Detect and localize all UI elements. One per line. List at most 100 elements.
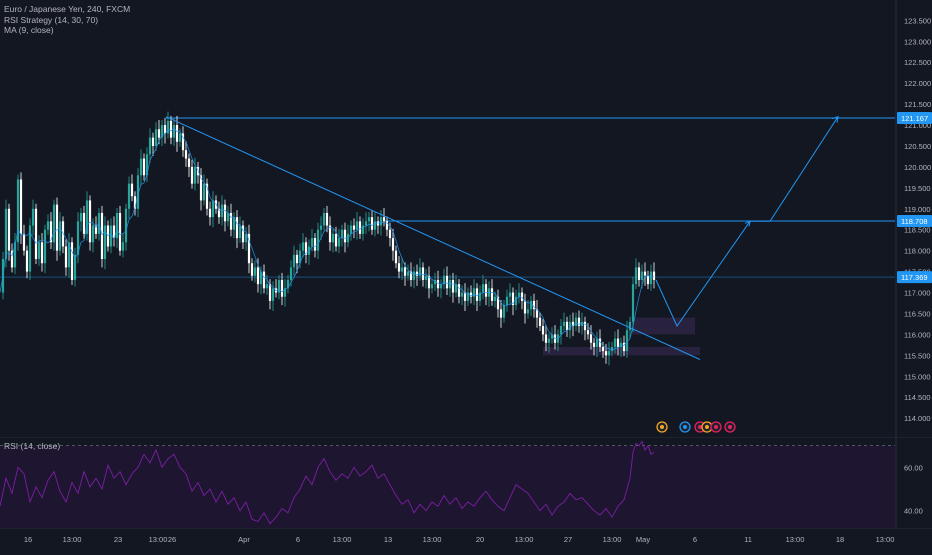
price-tick-label: 120.500 — [904, 142, 931, 151]
rsi-chart-canvas[interactable]: 60.00 40.00 — [0, 436, 932, 533]
candle-body — [589, 334, 593, 343]
candle-body — [238, 225, 242, 239]
price-chart-canvas[interactable]: 123.500 123.000 122.500 122.000 121.500 121.0… — [0, 0, 932, 437]
candle-body — [232, 217, 236, 230]
candle-body — [223, 204, 227, 222]
candle-body — [328, 225, 332, 243]
candle-body — [46, 221, 50, 230]
price-chart[interactable]: 123.500 123.000 122.500 122.000 121.500 121.0… — [0, 0, 932, 437]
candle-body — [286, 279, 290, 289]
candle-body — [262, 271, 266, 289]
candle-body — [430, 284, 434, 289]
candle-body — [121, 242, 125, 251]
candle-body — [307, 246, 311, 255]
candle-body — [175, 125, 179, 142]
price-label-tag — [897, 215, 932, 228]
candle-body — [103, 225, 107, 260]
candle-body — [259, 271, 263, 285]
time-axis-canvas[interactable]: 16 13:00 23 13:00 26 Apr 6 13:00 13 13:00 20 13:00 2… — [0, 527, 932, 550]
candle-body — [250, 263, 254, 276]
candle-body — [628, 321, 632, 331]
candle-body — [229, 212, 233, 230]
time-tick-label: 13:00 — [786, 535, 805, 544]
symbol-title: Euro / Japanese Yen, 240, FXCM — [4, 4, 131, 14]
time-tick-label: 13:00 — [515, 535, 534, 544]
price-label-text: 121.167 — [901, 114, 928, 123]
candle-body — [88, 200, 92, 243]
price-tick-label: 121.500 — [904, 100, 931, 109]
projection-arrowhead — [831, 115, 839, 123]
candle-body — [55, 204, 59, 251]
candle-body — [292, 254, 296, 268]
candle-body — [406, 271, 410, 276]
candle-body — [325, 212, 329, 226]
candle-body — [499, 309, 503, 318]
candle-body — [514, 296, 518, 306]
candle-body — [625, 330, 629, 352]
candle-body — [598, 338, 602, 347]
time-tick-label: 13:00 — [603, 535, 622, 544]
candle-body — [571, 321, 575, 327]
candle-body — [610, 346, 614, 352]
main-background — [0, 0, 932, 437]
candle-body — [25, 250, 29, 272]
candle-body — [319, 225, 323, 230]
rsi-band — [0, 445, 895, 533]
demand-zone — [543, 346, 700, 356]
rsi-pane[interactable]: 60.00 40.00 — [0, 436, 932, 533]
price-tick-label: 114.500 — [904, 393, 931, 402]
candle-body — [4, 208, 8, 260]
time-tick-label: 13:00 — [333, 535, 352, 544]
candle-body — [211, 200, 215, 218]
candle-body — [37, 242, 41, 260]
candle-body — [478, 292, 482, 301]
candle-body — [43, 229, 47, 264]
ma-label: MA (9, close) — [4, 25, 54, 35]
time-axis[interactable]: 16 13:00 23 13:00 26 Apr 6 13:00 13 13:00 20 13:00 2… — [0, 527, 932, 550]
rsi-tick-label: 60.00 — [904, 463, 923, 472]
event-icon-dot — [660, 425, 664, 429]
candle-body — [334, 233, 338, 247]
candle-body — [427, 275, 431, 289]
projection-arrowhead — [744, 220, 751, 227]
candle-body — [496, 296, 500, 310]
candle-body — [49, 221, 53, 243]
candle-body — [10, 250, 14, 268]
candle-body — [418, 267, 422, 276]
candle-body — [205, 183, 209, 209]
candle-body — [595, 338, 599, 347]
candle-body — [526, 309, 530, 314]
time-tick-label: Apr — [238, 535, 250, 544]
event-icon-dot — [698, 425, 702, 429]
candle-body — [385, 221, 389, 230]
candle-body — [631, 284, 635, 322]
candle-body — [400, 267, 404, 272]
candle-body — [337, 238, 341, 247]
candle-body — [244, 233, 248, 243]
event-icon-dot — [728, 425, 732, 429]
candle-body — [502, 305, 506, 318]
candle-body — [100, 212, 104, 260]
candle-body — [208, 208, 212, 218]
candle-body — [40, 242, 44, 264]
candle-body — [172, 125, 176, 138]
candle-body — [469, 292, 473, 297]
candle-body — [289, 267, 293, 280]
candle-body — [91, 225, 95, 243]
candle-body — [226, 212, 230, 222]
candle-body — [358, 221, 362, 234]
candle-body — [439, 284, 443, 289]
time-tick-label: 6 — [296, 535, 300, 544]
chart-legend: Euro / Japanese Yen, 240, FXCM RSI Strat… — [4, 4, 130, 36]
candle-body — [187, 158, 191, 167]
trendline — [165, 116, 701, 360]
candle-body — [217, 208, 221, 218]
event-icon-dot — [714, 425, 718, 429]
candle-body — [322, 212, 326, 226]
price-label-text: 117.369 — [901, 273, 928, 282]
candle-body — [646, 275, 650, 285]
price-label-tag — [897, 271, 932, 284]
candle-body — [616, 338, 620, 347]
candle-body — [190, 166, 194, 184]
candle-body — [130, 183, 134, 197]
